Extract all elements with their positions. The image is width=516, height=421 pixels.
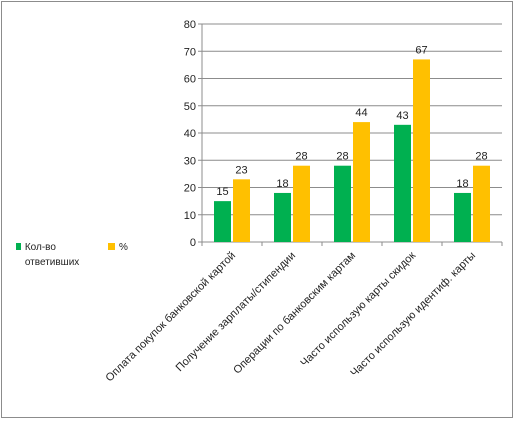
y-tick-label: 30 bbox=[184, 155, 196, 167]
x-tick-label: Оплата покупок банковской картой bbox=[104, 250, 239, 385]
bar-count bbox=[214, 201, 231, 242]
bar-count bbox=[394, 124, 411, 242]
data-label: 44 bbox=[355, 107, 367, 119]
bar-percent bbox=[233, 179, 250, 242]
legend-item-count: Кол-во ответивших bbox=[16, 240, 86, 270]
data-label: 23 bbox=[235, 164, 247, 176]
x-tick-label: Получение зарплаты/стипендии bbox=[174, 250, 298, 374]
x-tick-label: Часто использую идентиф. карты bbox=[348, 250, 478, 380]
legend-swatch-green bbox=[16, 243, 21, 250]
bar-percent bbox=[473, 165, 490, 242]
data-label: 43 bbox=[396, 110, 408, 122]
data-label: 18 bbox=[456, 178, 468, 190]
x-tick-label: Часто использую карты скидок bbox=[298, 250, 418, 370]
data-label: 15 bbox=[216, 186, 228, 198]
bar-count bbox=[274, 192, 291, 242]
legend-swatch-yellow bbox=[108, 243, 115, 250]
y-tick-label: 80 bbox=[184, 19, 196, 31]
data-label: 28 bbox=[475, 151, 487, 163]
y-tick-label: 0 bbox=[190, 237, 196, 249]
bar-percent bbox=[413, 59, 430, 242]
x-tick-label: Операции по банковским картам bbox=[231, 250, 358, 377]
y-tick-label: 50 bbox=[184, 101, 196, 113]
data-label: 67 bbox=[415, 44, 427, 56]
y-tick-label: 70 bbox=[184, 46, 196, 58]
bar-count bbox=[454, 192, 471, 242]
legend-label-percent: % bbox=[119, 242, 128, 253]
legend-label-count: Кол-во ответивших bbox=[24, 242, 80, 268]
y-tick-label: 20 bbox=[184, 183, 196, 195]
legend-item-percent: % bbox=[108, 240, 128, 255]
data-label: 28 bbox=[336, 151, 348, 163]
data-label: 28 bbox=[295, 151, 307, 163]
bar-count bbox=[334, 165, 351, 242]
bar-percent bbox=[293, 165, 310, 242]
y-tick-label: 40 bbox=[184, 128, 196, 140]
data-label: 18 bbox=[276, 178, 288, 190]
bar-percent bbox=[353, 122, 370, 242]
y-tick-label: 60 bbox=[184, 74, 196, 86]
y-tick-label: 10 bbox=[184, 210, 196, 222]
